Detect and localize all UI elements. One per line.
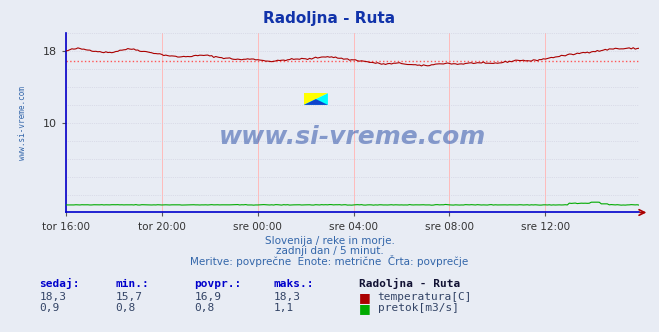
Text: www.si-vreme.com: www.si-vreme.com — [219, 125, 486, 149]
Text: 0,8: 0,8 — [115, 303, 136, 313]
Text: zadnji dan / 5 minut.: zadnji dan / 5 minut. — [275, 246, 384, 256]
Text: temperatura[C]: temperatura[C] — [378, 292, 472, 302]
Text: ■: ■ — [359, 301, 371, 315]
Text: sedaj:: sedaj: — [40, 278, 80, 290]
Text: Radoljna - Ruta: Radoljna - Ruta — [359, 278, 461, 290]
Text: pretok[m3/s]: pretok[m3/s] — [378, 303, 459, 313]
Text: min.:: min.: — [115, 279, 149, 289]
Text: 18,3: 18,3 — [40, 292, 67, 302]
Text: ■: ■ — [359, 290, 371, 304]
Text: 18,3: 18,3 — [273, 292, 301, 302]
Text: Radoljna - Ruta: Radoljna - Ruta — [264, 11, 395, 26]
Polygon shape — [304, 93, 328, 105]
Text: maks.:: maks.: — [273, 279, 314, 289]
Text: 16,9: 16,9 — [194, 292, 221, 302]
Polygon shape — [304, 99, 328, 105]
Text: Meritve: povprečne  Enote: metrične  Črta: povprečje: Meritve: povprečne Enote: metrične Črta:… — [190, 255, 469, 267]
Polygon shape — [304, 93, 328, 105]
Text: 0,8: 0,8 — [194, 303, 215, 313]
Text: www.si-vreme.com: www.si-vreme.com — [18, 86, 28, 160]
Text: 1,1: 1,1 — [273, 303, 294, 313]
Text: 0,9: 0,9 — [40, 303, 60, 313]
Text: 15,7: 15,7 — [115, 292, 142, 302]
Text: povpr.:: povpr.: — [194, 279, 242, 289]
Text: Slovenija / reke in morje.: Slovenija / reke in morje. — [264, 236, 395, 246]
